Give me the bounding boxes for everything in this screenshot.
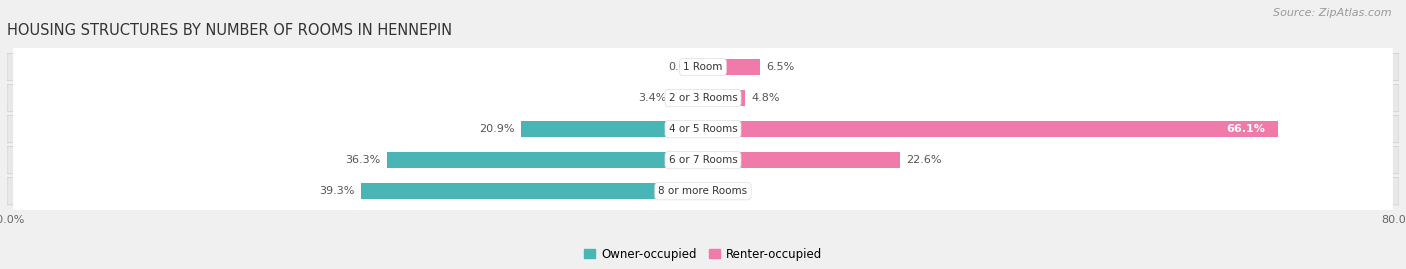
Bar — [703, 59, 759, 75]
FancyBboxPatch shape — [13, 93, 1393, 166]
Bar — [703, 90, 745, 106]
FancyBboxPatch shape — [7, 84, 1399, 112]
Text: 4 or 5 Rooms: 4 or 5 Rooms — [669, 124, 737, 134]
FancyBboxPatch shape — [7, 115, 1399, 143]
FancyBboxPatch shape — [13, 61, 1393, 135]
Text: 66.1%: 66.1% — [1226, 124, 1265, 134]
Text: 6 or 7 Rooms: 6 or 7 Rooms — [669, 155, 737, 165]
FancyBboxPatch shape — [7, 53, 1399, 81]
Legend: Owner-occupied, Renter-occupied: Owner-occupied, Renter-occupied — [579, 243, 827, 265]
Text: 8 or more Rooms: 8 or more Rooms — [658, 186, 748, 196]
Text: 3.4%: 3.4% — [638, 93, 666, 103]
Text: 0.0%: 0.0% — [668, 62, 696, 72]
Text: 6.5%: 6.5% — [766, 62, 794, 72]
FancyBboxPatch shape — [7, 147, 1399, 174]
Bar — [387, 152, 703, 168]
Text: Source: ZipAtlas.com: Source: ZipAtlas.com — [1274, 8, 1392, 18]
Text: 36.3%: 36.3% — [344, 155, 380, 165]
FancyBboxPatch shape — [7, 178, 1399, 205]
Bar — [703, 121, 1278, 137]
Text: 20.9%: 20.9% — [478, 124, 515, 134]
Bar — [673, 90, 703, 106]
Text: 4.8%: 4.8% — [752, 93, 780, 103]
Bar — [361, 183, 703, 199]
Text: 22.6%: 22.6% — [907, 155, 942, 165]
FancyBboxPatch shape — [13, 123, 1393, 197]
Text: 39.3%: 39.3% — [319, 186, 354, 196]
Text: 1 Room: 1 Room — [683, 62, 723, 72]
Bar — [703, 152, 900, 168]
Text: 2 or 3 Rooms: 2 or 3 Rooms — [669, 93, 737, 103]
Bar — [522, 121, 703, 137]
Text: 0.0%: 0.0% — [710, 186, 738, 196]
Text: HOUSING STRUCTURES BY NUMBER OF ROOMS IN HENNEPIN: HOUSING STRUCTURES BY NUMBER OF ROOMS IN… — [7, 23, 453, 38]
FancyBboxPatch shape — [13, 155, 1393, 228]
FancyBboxPatch shape — [13, 30, 1393, 104]
